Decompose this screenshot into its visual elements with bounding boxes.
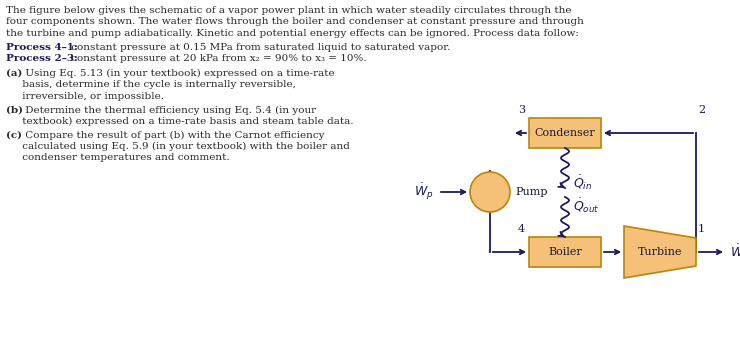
Text: constant pressure at 0.15 MPa from saturated liquid to saturated vapor.: constant pressure at 0.15 MPa from satur…	[68, 42, 451, 51]
Text: (b): (b)	[6, 105, 23, 114]
Polygon shape	[624, 226, 696, 278]
Text: basis, determine if the cycle is internally reversible,: basis, determine if the cycle is interna…	[6, 80, 296, 89]
Text: Determine the thermal efficiency using Eq. 5.4 (in your: Determine the thermal efficiency using E…	[22, 105, 316, 115]
FancyBboxPatch shape	[529, 118, 601, 148]
Text: $\dot{Q}_{out}$: $\dot{Q}_{out}$	[573, 196, 599, 215]
Text: Condenser: Condenser	[534, 128, 596, 138]
Text: Process 2–3:: Process 2–3:	[6, 54, 78, 63]
Text: condenser temperatures and comment.: condenser temperatures and comment.	[6, 153, 229, 163]
Text: Process 4–1:: Process 4–1:	[6, 42, 78, 51]
Text: (c): (c)	[6, 130, 22, 139]
Text: Using Eq. 5.13 (in your textbook) expressed on a time-rate: Using Eq. 5.13 (in your textbook) expres…	[22, 69, 334, 78]
Text: 2: 2	[698, 105, 705, 115]
Text: irreversible, or impossible.: irreversible, or impossible.	[6, 92, 164, 101]
FancyBboxPatch shape	[529, 237, 601, 267]
Text: $\dot{Q}_{in}$: $\dot{Q}_{in}$	[573, 173, 592, 192]
Text: Pump: Pump	[515, 187, 548, 197]
Text: textbook) expressed on a time-rate basis and steam table data.: textbook) expressed on a time-rate basis…	[6, 117, 354, 126]
Text: calculated using Eq. 5.9 (in your textbook) with the boiler and: calculated using Eq. 5.9 (in your textbo…	[6, 142, 350, 151]
Text: Boiler: Boiler	[548, 247, 582, 257]
Text: Turbine: Turbine	[638, 247, 682, 257]
Text: $\dot{W}_t$: $\dot{W}_t$	[730, 243, 740, 261]
Text: (a): (a)	[6, 69, 22, 78]
Text: constant pressure at 20 kPa from x₂ = 90% to x₃ = 10%.: constant pressure at 20 kPa from x₂ = 90…	[68, 54, 366, 63]
Text: 1: 1	[698, 224, 705, 234]
Text: the turbine and pump adiabatically. Kinetic and potential energy effects can be : the turbine and pump adiabatically. Kine…	[6, 29, 579, 38]
Circle shape	[470, 172, 510, 212]
Text: 4: 4	[518, 224, 525, 234]
Text: $\dot{W}_p$: $\dot{W}_p$	[414, 182, 434, 202]
Text: four components shown. The water flows through the boiler and condenser at const: four components shown. The water flows t…	[6, 17, 584, 26]
Text: Compare the result of part (b) with the Carnot efficiency: Compare the result of part (b) with the …	[22, 130, 325, 140]
Text: 3: 3	[518, 105, 525, 115]
Text: The figure below gives the schematic of a vapor power plant in which water stead: The figure below gives the schematic of …	[6, 6, 571, 15]
